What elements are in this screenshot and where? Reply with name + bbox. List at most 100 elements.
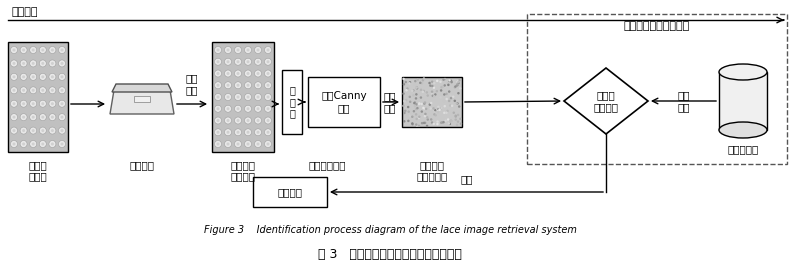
Ellipse shape (431, 95, 434, 97)
Ellipse shape (414, 101, 416, 104)
Ellipse shape (29, 47, 37, 54)
Ellipse shape (422, 79, 424, 82)
Ellipse shape (244, 47, 252, 54)
Text: 特征匹配（层次匹配）: 特征匹配（层次匹配） (624, 21, 690, 31)
Ellipse shape (412, 89, 415, 92)
Ellipse shape (439, 81, 442, 83)
Ellipse shape (244, 117, 252, 124)
Text: 彩色Canny
图像: 彩色Canny 图像 (322, 91, 367, 113)
Ellipse shape (13, 102, 15, 105)
Ellipse shape (247, 72, 249, 75)
Ellipse shape (217, 107, 220, 110)
Ellipse shape (719, 122, 767, 138)
Ellipse shape (29, 114, 37, 121)
Ellipse shape (267, 119, 270, 122)
Ellipse shape (431, 81, 433, 83)
Ellipse shape (41, 116, 45, 119)
Ellipse shape (227, 143, 229, 146)
Ellipse shape (224, 94, 232, 100)
Ellipse shape (32, 143, 35, 146)
Ellipse shape (236, 48, 240, 51)
Ellipse shape (458, 82, 460, 84)
Ellipse shape (49, 73, 56, 80)
Ellipse shape (412, 123, 414, 126)
Ellipse shape (32, 116, 35, 119)
Ellipse shape (409, 101, 412, 103)
Ellipse shape (451, 104, 454, 107)
Ellipse shape (427, 94, 429, 97)
Ellipse shape (412, 94, 415, 97)
Ellipse shape (429, 84, 431, 87)
Ellipse shape (433, 95, 435, 98)
Ellipse shape (60, 62, 64, 65)
Ellipse shape (403, 120, 405, 123)
Ellipse shape (214, 141, 221, 147)
Ellipse shape (217, 72, 220, 75)
Ellipse shape (256, 119, 259, 122)
Ellipse shape (247, 119, 249, 122)
Ellipse shape (415, 97, 417, 100)
Bar (308, 77, 380, 127)
Ellipse shape (451, 81, 453, 84)
Text: 预
处
理: 预 处 理 (289, 85, 295, 119)
Ellipse shape (267, 143, 270, 146)
Ellipse shape (418, 116, 420, 118)
Ellipse shape (224, 117, 232, 124)
Ellipse shape (424, 113, 427, 115)
Ellipse shape (255, 58, 262, 65)
Ellipse shape (51, 75, 54, 78)
Ellipse shape (408, 82, 411, 85)
Ellipse shape (39, 141, 46, 147)
Ellipse shape (49, 87, 56, 94)
Ellipse shape (10, 60, 18, 67)
Ellipse shape (13, 116, 15, 119)
Ellipse shape (58, 127, 65, 134)
Ellipse shape (224, 47, 232, 54)
Ellipse shape (32, 48, 35, 51)
Ellipse shape (445, 112, 447, 114)
Ellipse shape (455, 85, 457, 88)
Ellipse shape (443, 100, 446, 102)
Text: 一对多
层次匹配: 一对多 层次匹配 (594, 90, 618, 112)
Bar (402, 77, 462, 127)
Ellipse shape (448, 80, 451, 82)
Ellipse shape (416, 86, 418, 89)
Ellipse shape (49, 47, 56, 54)
Ellipse shape (60, 75, 64, 78)
Ellipse shape (32, 75, 35, 78)
Ellipse shape (256, 72, 259, 75)
Ellipse shape (416, 79, 419, 81)
Ellipse shape (427, 118, 429, 121)
Ellipse shape (217, 84, 220, 87)
Ellipse shape (236, 84, 240, 87)
Ellipse shape (214, 70, 221, 77)
Ellipse shape (457, 114, 459, 116)
Ellipse shape (49, 100, 56, 107)
Ellipse shape (235, 82, 241, 89)
Ellipse shape (235, 105, 241, 112)
Ellipse shape (441, 121, 443, 124)
Ellipse shape (29, 73, 37, 80)
Ellipse shape (224, 82, 232, 89)
Ellipse shape (41, 62, 45, 65)
Ellipse shape (51, 48, 54, 51)
Ellipse shape (235, 141, 241, 147)
Ellipse shape (267, 95, 270, 98)
Ellipse shape (435, 114, 437, 116)
Ellipse shape (442, 85, 444, 88)
Ellipse shape (445, 93, 448, 95)
Ellipse shape (29, 127, 37, 134)
Ellipse shape (264, 82, 271, 89)
Ellipse shape (437, 108, 439, 110)
Ellipse shape (405, 99, 408, 101)
Ellipse shape (10, 47, 18, 54)
Ellipse shape (32, 89, 35, 92)
Ellipse shape (433, 113, 435, 116)
Ellipse shape (49, 127, 56, 134)
Ellipse shape (255, 141, 262, 147)
Ellipse shape (443, 121, 445, 123)
Ellipse shape (10, 73, 18, 80)
Ellipse shape (214, 47, 221, 54)
Ellipse shape (256, 95, 259, 98)
Ellipse shape (440, 89, 443, 92)
